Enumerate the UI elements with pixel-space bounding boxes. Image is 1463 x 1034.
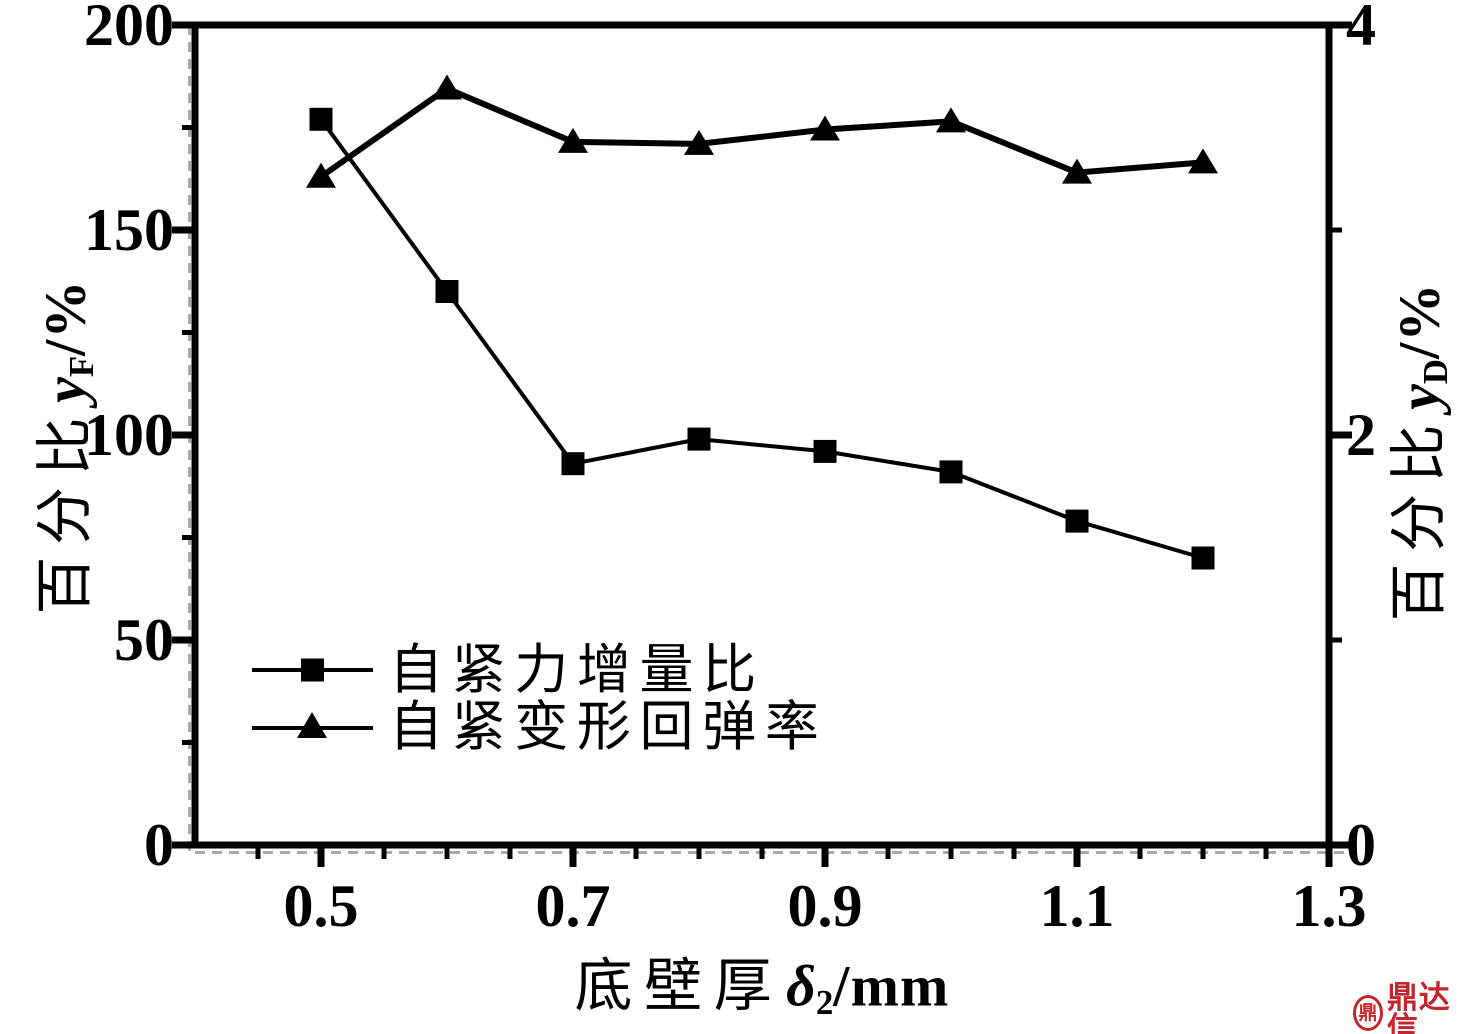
y-right-label-symbol: y	[1386, 384, 1452, 410]
x-axis-label: 底壁厚δ2/mm	[574, 957, 949, 1020]
y-right-label-unit: /%	[1386, 282, 1452, 359]
y-left-label-symbol: y	[32, 377, 98, 403]
y-right-label-text: 百分比	[1386, 412, 1452, 622]
x-tick-label: 1.3	[1292, 873, 1367, 939]
x-tick-label: 0.9	[788, 873, 863, 939]
x-label-subscript: 2	[815, 982, 834, 1022]
y-left-label-unit: /%	[32, 279, 98, 356]
triangle-marker-icon	[252, 711, 373, 738]
x-label-symbol: δ	[786, 953, 816, 1019]
data-point-square	[1065, 509, 1089, 533]
y-axis-label-left: 百分比yF/%	[32, 279, 101, 614]
legend-label: 自紧变形回弹率	[389, 696, 828, 757]
y-left-label-subscript: F	[61, 355, 101, 378]
data-point-square	[813, 439, 837, 463]
x-tick-label: 1.1	[1040, 873, 1115, 939]
data-point-square	[1191, 546, 1215, 570]
legend-label: 自紧力增量比	[389, 639, 765, 700]
x-tick-label: 0.7	[536, 873, 611, 939]
data-point-square	[309, 107, 333, 131]
y-axis-label-right: 百分比yD/%	[1386, 282, 1455, 621]
data-point-square	[687, 427, 711, 451]
x-label-text: 底壁厚	[574, 953, 784, 1019]
data-point-triangle	[1188, 148, 1218, 174]
data-point-triangle	[810, 115, 840, 141]
series-line-0	[319, 118, 1204, 560]
data-point-square	[435, 280, 459, 303]
data-point-triangle	[558, 127, 588, 153]
square-marker-icon	[252, 658, 373, 681]
data-point-triangle	[684, 129, 714, 155]
legend-item-springback-rate: 自紧变形回弹率	[250, 698, 827, 755]
data-point-square	[561, 452, 585, 476]
y-right-label-subscript: D	[1415, 358, 1455, 385]
watermark-logo: 鼎 鼎达信	[1353, 982, 1463, 1034]
x-tick-label: 0.5	[284, 873, 359, 939]
y-left-tick-label: 0	[144, 812, 174, 878]
data-point-triangle	[936, 107, 966, 133]
y-left-tick-label: 100	[84, 402, 174, 468]
y-left-tick-label: 50	[114, 607, 174, 673]
legend: 自紧力增量比 自紧变形回弹率	[250, 641, 827, 755]
series-line-1	[319, 85, 1204, 180]
data-point-triangle	[1062, 158, 1092, 184]
y-left-tick-label: 200	[84, 0, 174, 58]
y-left-label-text: 百分比	[32, 405, 98, 615]
logo-emblem-glyph: 鼎	[1358, 1002, 1378, 1024]
legend-item-force-increment: 自紧力增量比	[250, 641, 827, 698]
data-point-triangle	[306, 162, 336, 188]
logo-emblem-icon: 鼎	[1353, 995, 1383, 1031]
y-right-tick-label: 0	[1346, 812, 1376, 878]
data-point-triangle	[432, 74, 462, 100]
x-label-unit: /mm	[833, 953, 950, 1019]
y-right-tick-label: 4	[1346, 0, 1376, 58]
logo-text: 鼎达信	[1386, 980, 1451, 1034]
data-point-square	[939, 460, 963, 484]
y-right-tick-label: 2	[1346, 402, 1376, 468]
y-left-tick-label: 150	[84, 197, 174, 263]
